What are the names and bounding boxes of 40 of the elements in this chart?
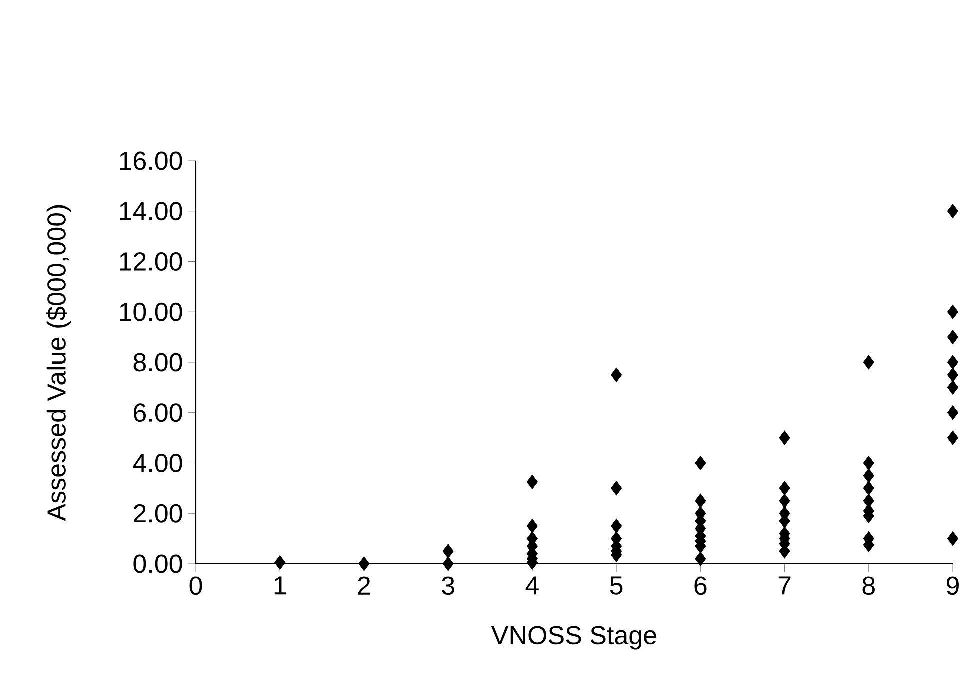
point — [611, 368, 622, 382]
x-tick-label: 5 — [610, 576, 623, 595]
point — [779, 494, 790, 508]
y-tick-label: 10.00 — [120, 302, 182, 322]
x-tick-label: 2 — [358, 576, 370, 595]
x-tick-label: 9 — [946, 576, 959, 596]
x-tick-label: 6 — [694, 576, 707, 596]
x-tick-label: 8 — [862, 576, 875, 596]
point — [695, 456, 706, 471]
x-tick-label: 1 — [274, 576, 286, 595]
y-tick-label: 4.00 — [133, 454, 182, 472]
point — [863, 456, 874, 471]
point — [526, 518, 538, 534]
point — [442, 556, 454, 572]
point — [863, 481, 874, 496]
point — [863, 468, 874, 484]
x-tick-label: 4 — [526, 576, 539, 595]
x-axis-title: VNOSS Stage — [492, 626, 656, 650]
y-tick-label: 2.00 — [134, 504, 182, 523]
point — [695, 494, 706, 508]
point — [779, 430, 790, 446]
point — [863, 355, 874, 370]
point — [779, 481, 790, 496]
x-tick-label: 3 — [442, 576, 454, 596]
y-tick-label: 6.00 — [134, 404, 182, 422]
point — [695, 552, 706, 566]
point — [526, 474, 538, 490]
y-axis-title: Assessed Value ($000,000) — [46, 205, 72, 522]
y-tick-label: 14.00 — [120, 202, 182, 221]
point — [274, 555, 286, 570]
y-tick-label: 8.00 — [134, 353, 182, 372]
y-tick-label: 0.00 — [134, 554, 182, 574]
x-tick-label: 7 — [778, 576, 791, 595]
y-tick-label: 12.00 — [120, 252, 182, 271]
point — [358, 556, 370, 572]
x-tick-label: 0 — [190, 576, 202, 596]
y-tick-label: 16.00 — [120, 152, 182, 170]
point — [611, 518, 622, 534]
point — [442, 544, 454, 559]
point — [611, 481, 622, 496]
